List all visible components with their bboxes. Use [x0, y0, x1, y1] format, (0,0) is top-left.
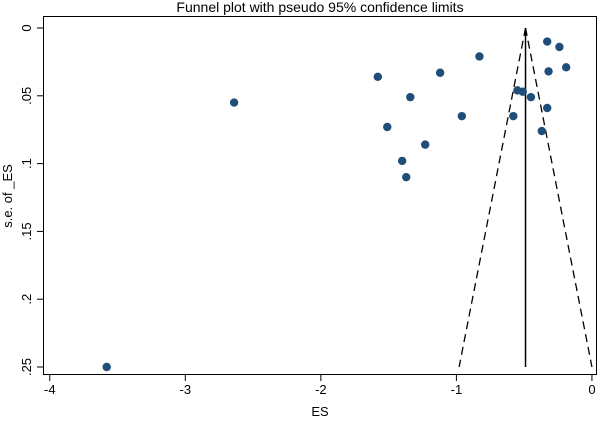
study-point: [509, 111, 518, 121]
study-point: [526, 92, 536, 102]
x-tick-label: -2: [315, 382, 327, 397]
x-axis-label: ES: [311, 404, 329, 419]
study-point: [518, 87, 528, 96]
y-tick-label: .15: [19, 222, 34, 240]
study-point: [383, 122, 392, 132]
x-tick-label: -1: [451, 382, 463, 397]
study-point: [421, 140, 430, 149]
chart-title: Funnel plot with pseudo 95% confidence l…: [176, 0, 463, 15]
study-point: [543, 37, 552, 46]
x-tick-label: -4: [44, 382, 56, 397]
study-point: [373, 72, 382, 82]
x-tick-label: -3: [180, 382, 192, 397]
study-point: [457, 111, 467, 121]
y-axis: 0 .05 .1 .15 .2 .25: [19, 24, 43, 376]
y-tick-label: 0: [19, 24, 34, 31]
y-tick-label: .1: [19, 158, 34, 169]
y-tick-label: .2: [19, 294, 34, 305]
study-point: [555, 42, 564, 52]
study-point: [406, 92, 415, 102]
study-point: [561, 63, 571, 72]
plot-frame: [43, 16, 597, 375]
study-point: [397, 156, 407, 166]
study-point: [543, 103, 552, 113]
study-point: [475, 52, 484, 61]
study-point: [537, 126, 546, 136]
y-axis-label: s.e. of _ES: [0, 164, 15, 228]
lower-confidence-limit-line: [458, 27, 527, 368]
study-point: [229, 98, 239, 107]
study-point: [402, 172, 411, 182]
study-point: [544, 67, 553, 76]
y-tick-label: .25: [19, 358, 34, 376]
x-axis: -4 -3 -2 -1 0: [44, 375, 596, 397]
upper-confidence-limit-line: [524, 27, 593, 368]
study-point: [102, 362, 111, 372]
study-point: [435, 68, 445, 77]
study-points: [102, 37, 571, 372]
y-tick-label: .05: [19, 87, 34, 105]
funnel-lines: [458, 27, 593, 368]
x-tick-label: 0: [588, 382, 595, 397]
